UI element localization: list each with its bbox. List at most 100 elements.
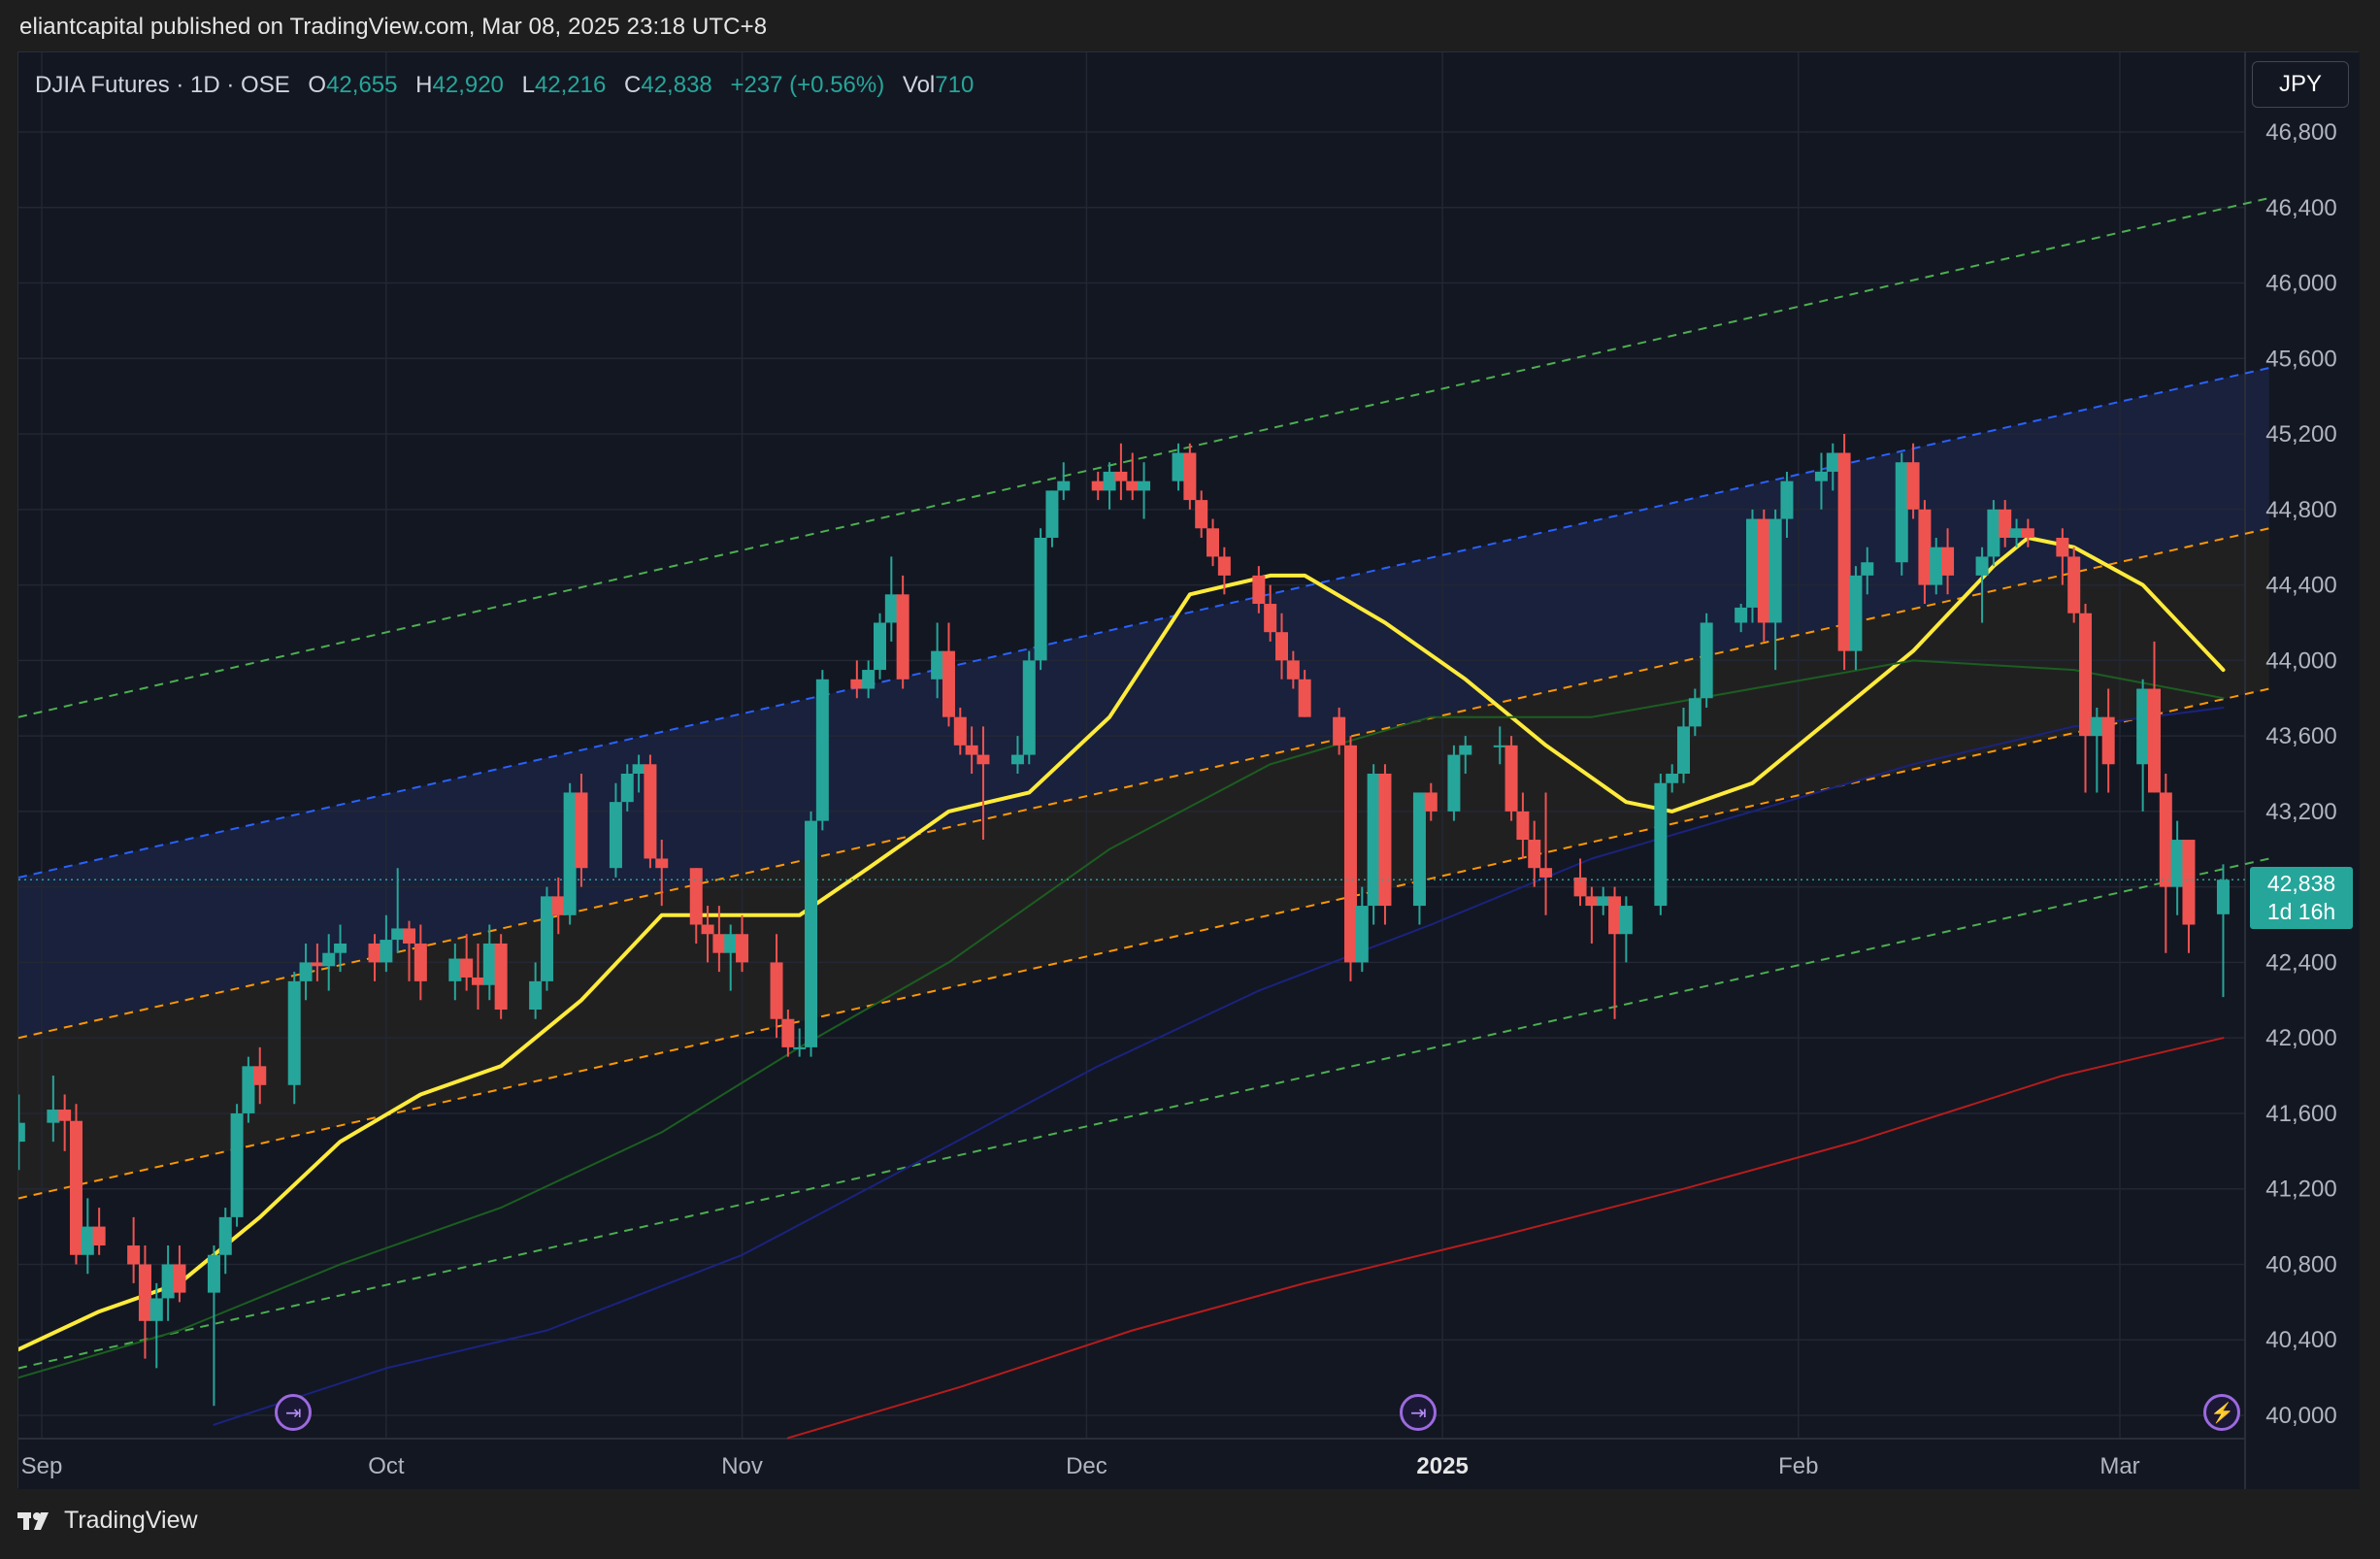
candle-body — [781, 1018, 795, 1047]
candle-body — [793, 1046, 807, 1049]
candle — [1837, 434, 1851, 671]
candle — [1412, 792, 1426, 925]
candle-body — [1091, 481, 1105, 491]
candle-body — [1826, 452, 1839, 472]
candle-body — [322, 952, 336, 967]
candle-body — [1780, 481, 1794, 519]
candle-body — [2147, 688, 2161, 793]
candle-body — [965, 745, 978, 755]
split-event-icon[interactable]: ⇥ — [1400, 1394, 1438, 1431]
candle-body — [1941, 547, 1955, 576]
candle — [873, 613, 886, 680]
candle-body — [391, 928, 405, 941]
candle — [460, 934, 474, 991]
channel-line-1 — [18, 367, 2269, 879]
candle — [805, 811, 818, 1057]
candle — [207, 1245, 220, 1407]
candle-body — [242, 1066, 255, 1113]
candle-body — [620, 774, 634, 803]
candle — [1057, 462, 1071, 501]
time-tick-label: Mar — [2099, 1453, 2139, 1479]
candle — [2170, 820, 2184, 915]
candle — [494, 934, 508, 1019]
candle — [850, 660, 864, 699]
tradingview-logo-icon — [17, 1511, 49, 1530]
candle — [368, 934, 381, 981]
candle — [218, 1208, 232, 1275]
candle-body — [230, 1112, 244, 1217]
candle — [575, 774, 588, 887]
candle-body — [1700, 622, 1713, 699]
candle — [1034, 528, 1047, 671]
candle — [1597, 886, 1610, 915]
candle — [540, 886, 553, 991]
price-tick-label: 46,000 — [2265, 271, 2336, 297]
candle — [1195, 490, 1208, 538]
candle — [1010, 736, 1024, 774]
candle-body — [1861, 562, 1874, 576]
candle-body — [1516, 811, 1530, 841]
candle — [1091, 471, 1105, 501]
candle-body — [1757, 518, 1770, 623]
candle-body — [1343, 745, 1357, 963]
candle-body — [2021, 528, 2034, 538]
candle-body — [1183, 452, 1197, 501]
candle — [1516, 792, 1530, 859]
candle — [1217, 547, 1231, 595]
channel-line-3 — [18, 687, 2269, 1200]
candle — [230, 1104, 244, 1227]
candle-body — [1298, 679, 1311, 717]
candle-body — [1585, 896, 1599, 907]
candle-body — [1022, 660, 1036, 755]
tradingview-footer[interactable]: TradingView — [17, 1507, 198, 1535]
candle-body — [1459, 745, 1472, 755]
candle-body — [1688, 698, 1702, 727]
candle-body — [1654, 782, 1668, 907]
candle-body — [127, 1245, 141, 1265]
time-tick-label: Feb — [1778, 1453, 1818, 1479]
ohlc-legend: DJIA Futures · 1D · OSE O42,655 H42,920 … — [35, 72, 974, 99]
candle-body — [1918, 509, 1932, 585]
candle — [287, 972, 301, 1105]
candle-body — [1573, 877, 1587, 897]
candle-body — [632, 764, 645, 774]
candle — [1861, 547, 1874, 595]
candle — [1333, 707, 1346, 755]
price-tick-label: 46,800 — [2265, 119, 2336, 146]
candle — [69, 1104, 83, 1265]
candle — [253, 1046, 267, 1105]
price-tick-label: 42,400 — [2265, 949, 2336, 976]
candle — [793, 1028, 807, 1057]
candle-body — [81, 1226, 94, 1255]
candle — [47, 1076, 60, 1143]
symbol-label[interactable]: DJIA Futures · 1D · OSE — [35, 72, 290, 98]
price-tick-label: 43,200 — [2265, 799, 2336, 825]
candle-body — [1930, 547, 1943, 585]
channel-line-4 — [18, 857, 2269, 1370]
candle-body — [1745, 518, 1759, 608]
candle — [770, 934, 783, 1039]
candle-body — [2090, 716, 2103, 737]
candle — [1941, 528, 1955, 595]
candle-body — [2010, 528, 2024, 538]
candle — [736, 914, 749, 973]
candle — [551, 877, 565, 935]
candle-body — [575, 792, 588, 869]
candle-body — [92, 1226, 106, 1246]
lightning-event-icon[interactable]: ⚡ — [2203, 1394, 2241, 1431]
candle — [299, 943, 313, 1001]
candle-body — [942, 650, 955, 717]
candle-body — [770, 962, 783, 1019]
close-label: C — [624, 72, 642, 98]
split-event-icon[interactable]: ⇥ — [275, 1394, 313, 1431]
candle — [942, 622, 955, 727]
currency-button[interactable]: JPY — [2252, 61, 2349, 108]
price-chart[interactable]: 40,000 40,400 40,800 41,200 41,600 42,000 42,4… — [18, 52, 2360, 1489]
candle-body — [448, 958, 462, 981]
candles — [18, 434, 2230, 1407]
candle-body — [805, 820, 818, 1047]
candle — [58, 1094, 72, 1151]
candle — [173, 1245, 186, 1303]
candle — [403, 920, 416, 981]
candle-body — [1837, 452, 1851, 651]
